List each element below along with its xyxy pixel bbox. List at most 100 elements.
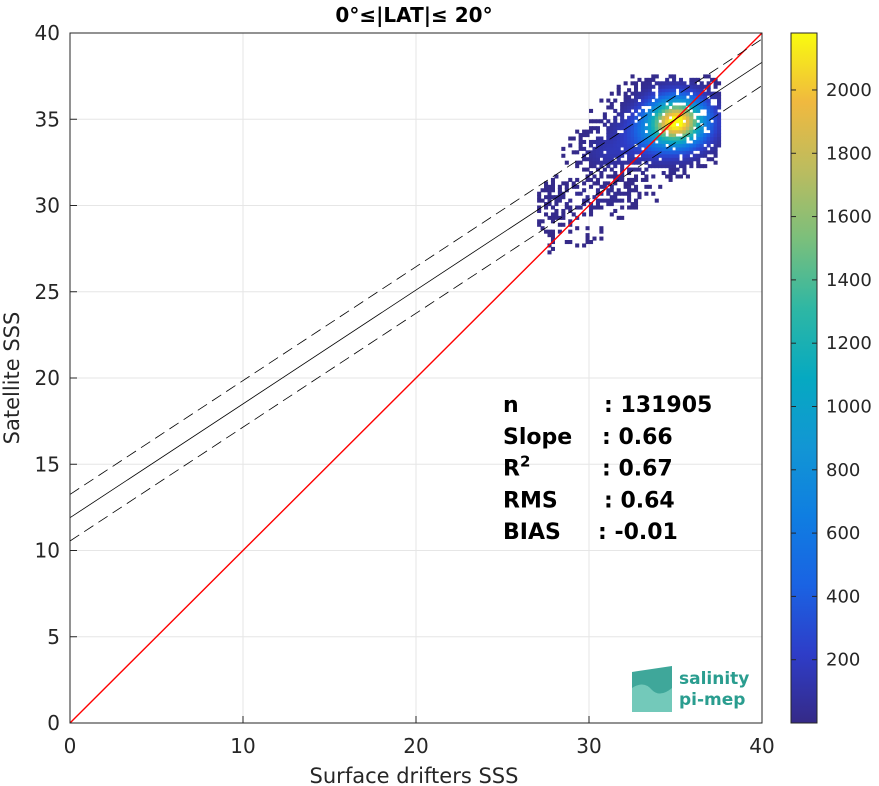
density-cell-222 — [606, 191, 611, 196]
density-cell-320 — [620, 150, 625, 155]
density-cell-143 — [589, 171, 594, 176]
density-cell-950 — [713, 81, 718, 86]
density-cell-352 — [623, 91, 628, 96]
density-cell-49 — [554, 198, 559, 203]
density-cell-839 — [696, 153, 701, 158]
density-cell-399 — [630, 129, 635, 134]
density-cell-919 — [710, 136, 715, 141]
density-cell-2 — [537, 219, 542, 224]
density-cell-336 — [623, 160, 628, 165]
density-cell-388 — [630, 177, 635, 182]
density-cell-481 — [640, 84, 645, 89]
density-cell-283 — [613, 122, 618, 127]
density-cell-350 — [623, 98, 628, 103]
density-cell-578 — [654, 98, 659, 103]
density-cell-609 — [661, 150, 666, 155]
density-cell-745 — [678, 95, 684, 100]
density-cell-115 — [582, 181, 587, 186]
density-cell-366 — [627, 153, 632, 158]
density-cell-43 — [550, 181, 555, 186]
density-cell-19 — [544, 181, 549, 186]
density-cell-757 — [682, 150, 687, 155]
density-cell-584 — [658, 153, 663, 158]
density-cell-621 — [661, 105, 666, 110]
density-cell-7 — [537, 191, 542, 196]
colorbar-tick-label-5: 1200 — [826, 333, 872, 354]
density-cell-430 — [633, 108, 639, 113]
density-cell-489 — [644, 157, 649, 162]
density-cell-539 — [651, 153, 656, 158]
density-cell-457 — [637, 95, 642, 100]
density-cell-69 — [564, 240, 569, 245]
density-cell-197 — [599, 164, 604, 169]
density-cell-87 — [571, 184, 576, 189]
density-cell-778 — [685, 157, 690, 162]
density-cell-643 — [665, 108, 670, 113]
density-cell-808 — [689, 115, 694, 120]
density-cell-910 — [706, 91, 711, 96]
density-cell-130 — [585, 174, 590, 179]
density-cell-134 — [585, 133, 590, 138]
density-cell-3 — [537, 208, 542, 213]
density-cell-296 — [616, 153, 621, 158]
density-cell-67 — [561, 153, 566, 158]
colorbar-tick-label-7: 1600 — [826, 207, 872, 228]
density-cell-138 — [589, 208, 594, 213]
density-cell-46 — [554, 212, 559, 217]
density-cell-812 — [689, 98, 694, 103]
density-cell-254 — [609, 143, 614, 148]
density-cell-450 — [637, 129, 642, 134]
density-cell-70 — [564, 205, 569, 210]
density-cell-666 — [668, 129, 673, 134]
density-cell-465 — [640, 143, 645, 148]
density-cell-259 — [609, 126, 614, 131]
density-cell-684 — [672, 157, 677, 162]
density-cell-702 — [672, 88, 677, 93]
density-cell-927 — [710, 105, 715, 110]
density-cell-34 — [550, 233, 555, 238]
density-cell-596 — [658, 105, 663, 110]
density-cell-393 — [630, 150, 635, 155]
density-cell-798 — [689, 157, 694, 162]
density-cell-422 — [633, 146, 639, 151]
density-cell-589 — [658, 136, 663, 141]
density-cell-168 — [592, 119, 597, 124]
density-cell-392 — [630, 153, 635, 158]
x-axis-label: Surface drifters SSS — [310, 764, 519, 786]
density-cell-861 — [699, 146, 704, 151]
density-cell-508 — [644, 77, 649, 82]
density-cell-572 — [654, 119, 659, 124]
density-cell-704 — [672, 81, 677, 86]
density-cell-36 — [550, 219, 555, 224]
density-cell-165 — [592, 146, 597, 151]
density-cell-744 — [678, 98, 684, 103]
density-cell-787 — [685, 119, 690, 124]
density-cell-44 — [550, 177, 555, 182]
density-cell-190 — [599, 226, 604, 231]
density-cell-878 — [703, 164, 708, 169]
density-cell-440 — [637, 191, 642, 196]
density-cell-307 — [616, 88, 621, 93]
density-cell-577 — [654, 102, 659, 107]
density-cell-236 — [606, 129, 611, 134]
density-cell-438 — [633, 81, 639, 86]
x-tick-label-0: 0 — [64, 734, 77, 758]
density-cell-141 — [589, 184, 594, 189]
density-cell-374 — [627, 126, 632, 131]
density-cell-961 — [717, 112, 722, 117]
density-cell-265 — [613, 198, 618, 203]
density-cell-816 — [689, 81, 694, 86]
density-cell-434 — [633, 95, 639, 100]
density-cell-776 — [685, 174, 690, 179]
density-cell-935 — [713, 143, 718, 148]
density-cell-765 — [682, 122, 687, 127]
density-cell-333 — [623, 191, 628, 196]
density-cell-888 — [703, 105, 708, 110]
density-cell-806 — [689, 122, 694, 127]
density-cell-707 — [675, 174, 680, 179]
density-cell-496 — [644, 133, 649, 138]
density-cell-791 — [685, 102, 690, 107]
density-cell-506 — [644, 84, 649, 89]
stat-name-bias: BIAS — [503, 520, 561, 545]
